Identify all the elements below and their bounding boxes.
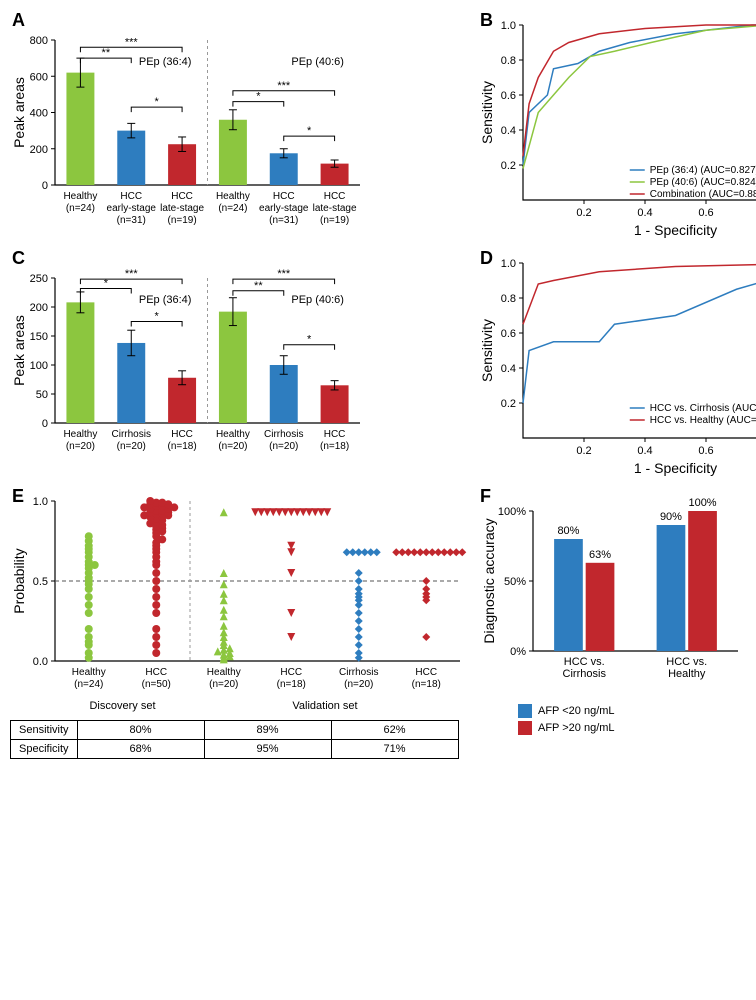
svg-text:Sensitivity: Sensitivity <box>479 319 495 382</box>
svg-text:Sensitivity: Sensitivity <box>479 81 495 144</box>
svg-text:0.6: 0.6 <box>698 445 713 457</box>
svg-text:Probability: Probability <box>11 548 27 613</box>
svg-text:0.4: 0.4 <box>501 363 516 375</box>
svg-text:0.2: 0.2 <box>576 445 591 457</box>
svg-text:HCC(n=18): HCC(n=18) <box>167 429 196 452</box>
svg-text:HCC(n=18): HCC(n=18) <box>412 667 441 690</box>
svg-text:250: 250 <box>30 273 48 285</box>
svg-text:0.0: 0.0 <box>33 656 48 668</box>
svg-text:Peak areas: Peak areas <box>11 315 27 386</box>
svg-text:100: 100 <box>30 360 48 372</box>
svg-text:Healthy(n=24): Healthy(n=24) <box>72 667 106 690</box>
svg-text:*: * <box>155 311 160 323</box>
svg-text:0.8: 0.8 <box>501 55 516 67</box>
svg-text:0.4: 0.4 <box>501 125 516 137</box>
svg-text:200: 200 <box>30 144 48 156</box>
svg-text:0.2: 0.2 <box>501 160 516 172</box>
svg-text:1.0: 1.0 <box>33 496 48 508</box>
svg-text:150: 150 <box>30 331 48 343</box>
svg-text:Healthy(n=20): Healthy(n=20) <box>207 667 241 690</box>
svg-text:0.8: 0.8 <box>501 293 516 305</box>
svg-text:HCC(n=18): HCC(n=18) <box>277 667 306 690</box>
svg-text:80%: 80% <box>557 525 579 537</box>
svg-text:Peak areas: Peak areas <box>11 77 27 148</box>
svg-text:PEp (36:4): PEp (36:4) <box>139 294 192 306</box>
svg-text:0.2: 0.2 <box>576 207 591 219</box>
svg-text:1.0: 1.0 <box>501 258 516 270</box>
svg-text:0.4: 0.4 <box>637 445 652 457</box>
svg-text:HCC vs.Cirrhosis: HCC vs.Cirrhosis <box>563 656 607 680</box>
svg-text:***: *** <box>125 268 139 280</box>
svg-text:*: * <box>307 334 312 346</box>
svg-text:0%: 0% <box>510 646 526 658</box>
svg-text:400: 400 <box>30 108 48 120</box>
svg-text:Diagnostic accuracy: Diagnostic accuracy <box>481 518 497 643</box>
svg-text:PEp (40:6): PEp (40:6) <box>291 56 344 68</box>
svg-text:Discovery set: Discovery set <box>89 700 155 712</box>
svg-text:100%: 100% <box>498 506 526 518</box>
svg-text:HCC vs. Healthy (AUC=0.946): HCC vs. Healthy (AUC=0.946) <box>650 415 756 426</box>
svg-text:HCC(n=18): HCC(n=18) <box>320 429 349 452</box>
svg-text:1 - Specificity: 1 - Specificity <box>634 460 717 476</box>
svg-text:*: * <box>155 96 160 108</box>
svg-text:1.0: 1.0 <box>501 20 516 32</box>
svg-text:600: 600 <box>30 71 48 83</box>
svg-text:HCC(n=50): HCC(n=50) <box>142 667 171 690</box>
svg-text:PEp (40:6): PEp (40:6) <box>291 294 344 306</box>
svg-text:200: 200 <box>30 302 48 314</box>
svg-text:0: 0 <box>42 180 48 192</box>
svg-text:Healthy(n=20): Healthy(n=20) <box>216 429 250 452</box>
svg-text:HCCearly-stage(n=31): HCCearly-stage(n=31) <box>259 191 309 226</box>
svg-text:0: 0 <box>42 418 48 430</box>
svg-text:***: *** <box>125 36 139 48</box>
svg-text:50: 50 <box>36 389 48 401</box>
svg-text:HCCearly-stage(n=31): HCCearly-stage(n=31) <box>107 191 157 226</box>
svg-text:HCC vs.Healthy: HCC vs.Healthy <box>666 656 707 680</box>
svg-text:0.6: 0.6 <box>501 90 516 102</box>
svg-text:HCClate-stage(n=19): HCClate-stage(n=19) <box>313 191 357 226</box>
svg-text:***: *** <box>277 268 291 280</box>
svg-text:0.6: 0.6 <box>501 328 516 340</box>
svg-text:0.6: 0.6 <box>698 207 713 219</box>
svg-text:Cirrhosis(n=20): Cirrhosis(n=20) <box>112 429 151 452</box>
svg-text:800: 800 <box>30 35 48 47</box>
svg-text:**: ** <box>102 47 111 59</box>
svg-text:*: * <box>104 277 109 289</box>
svg-text:PEp (36:4): PEp (36:4) <box>139 56 192 68</box>
svg-text:0.4: 0.4 <box>637 207 652 219</box>
svg-text:HCC vs. Cirrhosis (AUC=0.732): HCC vs. Cirrhosis (AUC=0.732) <box>650 403 756 414</box>
svg-text:100%: 100% <box>688 497 716 509</box>
svg-text:Healthy(n=24): Healthy(n=24) <box>216 191 250 214</box>
svg-text:PEp (40:6) (AUC=0.824): PEp (40:6) (AUC=0.824) <box>650 177 756 188</box>
svg-text:Combination (AUC=0.880): Combination (AUC=0.880) <box>650 189 756 200</box>
svg-text:Cirrhosis(n=20): Cirrhosis(n=20) <box>264 429 303 452</box>
svg-text:90%: 90% <box>660 511 682 523</box>
svg-text:Validation set: Validation set <box>292 700 357 712</box>
svg-text:***: *** <box>277 80 291 92</box>
svg-text:Healthy(n=24): Healthy(n=24) <box>63 191 97 214</box>
svg-text:Healthy(n=20): Healthy(n=20) <box>63 429 97 452</box>
svg-text:*: * <box>307 125 312 137</box>
svg-text:63%: 63% <box>589 549 611 561</box>
svg-text:Cirrhosis(n=20): Cirrhosis(n=20) <box>339 667 378 690</box>
svg-text:0.5: 0.5 <box>33 576 48 588</box>
svg-text:0.2: 0.2 <box>501 398 516 410</box>
svg-text:50%: 50% <box>504 576 526 588</box>
svg-text:1 - Specificity: 1 - Specificity <box>634 222 717 238</box>
svg-text:**: ** <box>254 280 263 292</box>
svg-text:PEp (36:4) (AUC=0.827): PEp (36:4) (AUC=0.827) <box>650 165 756 176</box>
svg-text:*: * <box>256 91 261 103</box>
svg-text:HCClate-stage(n=19): HCClate-stage(n=19) <box>160 191 204 226</box>
